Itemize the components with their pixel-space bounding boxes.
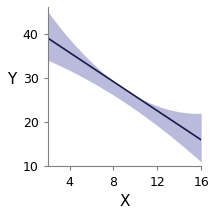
X-axis label: X: X bbox=[119, 194, 130, 209]
Y-axis label: Y: Y bbox=[7, 72, 16, 87]
